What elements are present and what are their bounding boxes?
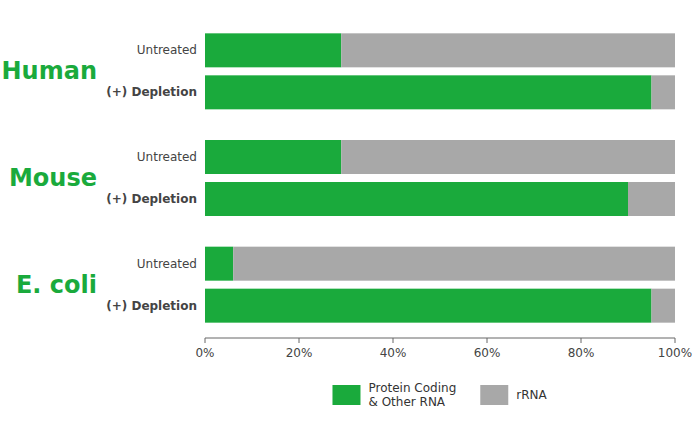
bar-segment xyxy=(205,75,652,109)
bars xyxy=(205,33,675,322)
bar-segment xyxy=(205,182,628,216)
bar-segment xyxy=(233,247,675,281)
category-label: (+) Depletion xyxy=(106,192,197,206)
bar-segment xyxy=(341,140,675,174)
category-label: (+) Depletion xyxy=(106,85,197,99)
x-tick-label: 100% xyxy=(658,346,692,360)
x-tick xyxy=(487,338,488,343)
bar-segment xyxy=(628,182,675,216)
x-tick xyxy=(299,338,300,343)
legend-swatch xyxy=(480,385,508,405)
legend: Protein Coding& Other RNA rRNA xyxy=(332,381,547,409)
category-label: Untreated xyxy=(137,257,197,271)
group-label: Mouse xyxy=(9,164,97,192)
legend-label: Protein Coding& Other RNA xyxy=(368,381,456,409)
x-tick-label: 60% xyxy=(474,346,501,360)
category-label: (+) Depletion xyxy=(106,299,197,313)
legend-swatch xyxy=(332,385,360,405)
bar-segment xyxy=(205,247,233,281)
group-label: Human xyxy=(2,57,97,85)
legend-label-line: rRNA xyxy=(516,388,547,402)
bar-segment xyxy=(652,75,676,109)
chart: Untreated (+) Depletion Untreated (+) Deple… xyxy=(0,0,700,438)
bar-segment xyxy=(205,140,341,174)
legend-label-line: & Other RNA xyxy=(368,395,445,409)
x-axis-line xyxy=(205,338,675,339)
legend-label: rRNA xyxy=(516,388,547,402)
legend-label-line: Protein Coding xyxy=(368,381,456,395)
bar-segment xyxy=(205,33,341,67)
x-tick xyxy=(675,338,676,343)
bar-segment xyxy=(341,33,675,67)
category-label: Untreated xyxy=(137,150,197,164)
bar-segment xyxy=(205,289,652,323)
x-tick-label: 40% xyxy=(380,346,407,360)
x-tick xyxy=(205,338,206,343)
x-tick xyxy=(581,338,582,343)
x-tick-label: 0% xyxy=(195,346,214,360)
x-tick-label: 80% xyxy=(568,346,595,360)
x-tick xyxy=(393,338,394,343)
x-tick-label: 20% xyxy=(286,346,313,360)
group-label: E. coli xyxy=(16,271,97,299)
category-label: Untreated xyxy=(137,43,197,57)
bar-segment xyxy=(652,289,676,323)
